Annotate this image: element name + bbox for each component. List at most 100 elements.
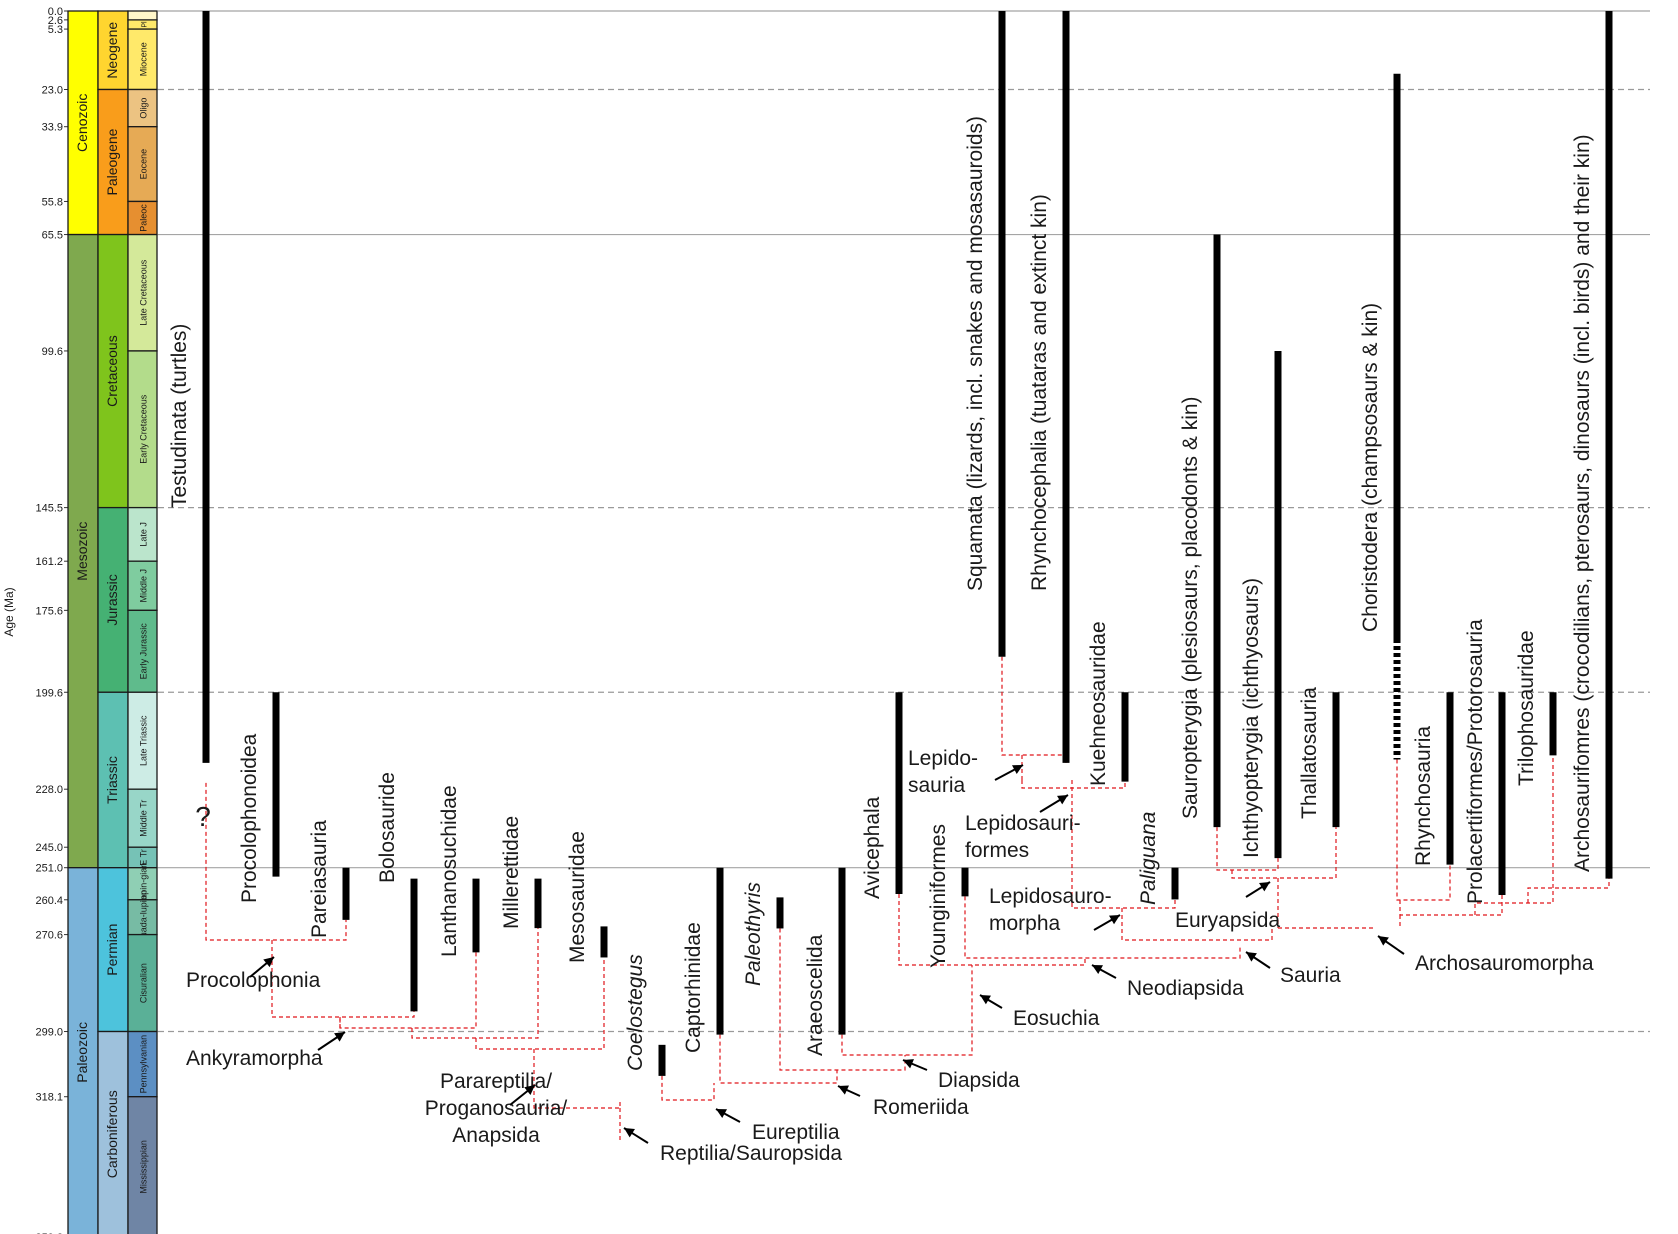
tick-label: 175.6 xyxy=(35,605,63,617)
era-cell xyxy=(67,233,99,869)
taxon-label-ichthyopterygia-ichthyosaurs: Ichthyopterygia (ichthyosaurs) xyxy=(1240,578,1263,858)
tick-label: 0.0 xyxy=(48,6,63,18)
taxon-label-sauropterygia-plesiosaurs-placodonts-kin: Sauropterygia (plesiosaurs, placodonts &… xyxy=(1179,396,1202,819)
taxon-label-millerettidae: Millerettidae xyxy=(500,816,523,929)
node-label-line: Lepido- xyxy=(908,747,978,770)
node-diapsida: Diapsida xyxy=(902,1059,1020,1092)
tick-label: 251.0 xyxy=(35,863,63,875)
node-arrowhead xyxy=(980,995,991,1005)
branch-line xyxy=(1021,780,1126,789)
branch-line xyxy=(779,928,906,1071)
taxon-label-testudinata-turtles: Testudinata (turtles) xyxy=(168,324,191,508)
node-arrowhead xyxy=(263,957,274,968)
branch-line xyxy=(271,940,415,1018)
epoch-label: Miocene xyxy=(139,42,149,76)
node-sauria: Sauria xyxy=(1245,951,1341,987)
taxon-label-araeoscelida: Araeoscelida xyxy=(804,934,827,1056)
node-arrowhead xyxy=(1109,915,1120,925)
node-label-line: Diapsida xyxy=(938,1069,1020,1092)
branch-line xyxy=(411,928,539,1039)
node-arrowhead xyxy=(1012,765,1023,775)
node-lepidosauromorpha: Lepidosauro-morpha xyxy=(989,885,1121,935)
tick-label: 23.0 xyxy=(42,85,63,97)
node-ankyramorpha: Ankyramorpha xyxy=(186,1031,346,1070)
node-arrowhead xyxy=(624,1128,635,1138)
era-cell xyxy=(67,10,99,236)
taxon-label-prolacertiformes-protorosauria: Prolacertiformes/Protorosauria xyxy=(1464,619,1487,904)
tick-label: 260.4 xyxy=(35,895,63,907)
node-lepidosauria: Lepido-sauria xyxy=(908,747,1024,797)
node-label-line: sauria xyxy=(908,774,966,797)
taxon-label-thallatosauria: Thallatosauria xyxy=(1298,687,1321,819)
era-cell xyxy=(67,867,99,1234)
node-arrowhead xyxy=(716,1109,727,1119)
tick-label: 65.5 xyxy=(42,230,63,242)
tick-label: 33.9 xyxy=(42,122,63,134)
epoch-label: Early Jurassic xyxy=(139,623,149,680)
node-label-line: Archosauromorpha xyxy=(1415,952,1594,975)
tick-label: 359.2 xyxy=(35,1232,63,1234)
period-cell xyxy=(97,691,129,869)
period-label: Triassic xyxy=(104,756,120,804)
branch-line xyxy=(964,896,1241,959)
epoch-cell xyxy=(127,10,158,21)
period-cell xyxy=(97,88,129,236)
epoch-label: E Tr xyxy=(139,849,149,866)
taxon-label-kuehneosauridae: Kuehneosauridae xyxy=(1087,621,1110,786)
tick-label: 228.0 xyxy=(35,784,63,796)
tick-label: 145.5 xyxy=(35,503,63,515)
period-label: Paleogene xyxy=(104,128,120,195)
y-axis-title: Age (Ma) xyxy=(2,587,16,636)
epoch-cell xyxy=(127,788,158,848)
branch-line xyxy=(898,893,1086,966)
branch-line xyxy=(1216,827,1279,871)
node-arrowhead xyxy=(903,1059,914,1069)
node-label-line: morpha xyxy=(989,912,1061,935)
node-arrowhead xyxy=(1246,952,1257,962)
taxon-label-avicephala: Avicephala xyxy=(861,796,884,899)
tick-label: 55.8 xyxy=(42,196,63,208)
taxon-label-paliguana: Paliguana xyxy=(1137,812,1160,905)
epoch-label: Late Cretaceous xyxy=(139,259,149,326)
epoch-label: Late Triassic xyxy=(139,715,149,766)
node-reptilia-sauropsida: Reptilia/Sauropsida xyxy=(623,1127,842,1165)
branch-line xyxy=(339,952,477,1029)
node-label-line: Anapsida xyxy=(452,1124,540,1147)
tick-label: 299.0 xyxy=(35,1027,63,1039)
node-eosuchia: Eosuchia xyxy=(979,994,1100,1030)
tick-label: 318.1 xyxy=(35,1092,63,1104)
epoch-cell xyxy=(127,1096,158,1234)
era-label: Paleozoic xyxy=(74,1022,90,1083)
epoch-cell xyxy=(127,350,158,509)
taxon-ranges xyxy=(202,11,1613,1076)
branch-line xyxy=(1396,759,1451,901)
period-label: Carboniferous xyxy=(104,1090,120,1178)
epoch-label: Pl xyxy=(142,21,149,28)
node-procolophonia: Procolophonia xyxy=(186,956,321,992)
node-arrowhead xyxy=(1259,882,1270,892)
epoch-label: Mississippian xyxy=(139,1140,149,1194)
epoch-label: Middle Tr xyxy=(139,800,149,837)
node-label-line: Lepidosauro- xyxy=(989,885,1112,908)
epoch-label: Eocene xyxy=(139,149,149,180)
node-label-line: Procolophonia xyxy=(186,969,321,992)
taxon-label-pareiasauria: Pareiasauria xyxy=(308,820,331,938)
branch-line xyxy=(205,782,347,941)
taxon-labels: Testudinata (turtles) Procolophonoidea Par… xyxy=(168,116,1594,1071)
epoch-cell xyxy=(127,691,158,790)
taxon-label-choristodera-champsosaurs-kin: Choristodera (champsosaurs & kin) xyxy=(1359,303,1382,632)
branch-line xyxy=(661,1075,715,1101)
node-label-line: Euryapsida xyxy=(1175,909,1280,932)
taxon-label-trilophosauridae: Trilophosauridae xyxy=(1515,630,1538,786)
node-arrowhead xyxy=(524,1085,535,1096)
node-arrowhead xyxy=(1057,795,1068,805)
node-label-line: Romeriida xyxy=(873,1096,969,1119)
node-arrowhead xyxy=(838,1085,849,1095)
branch-line xyxy=(1527,878,1610,903)
epoch-label: Paleoc xyxy=(139,204,149,232)
node-label-line: Eureptilia xyxy=(752,1121,840,1144)
epoch-label: Late J xyxy=(139,522,149,547)
node-label-line: Reptilia/Sauropsida xyxy=(660,1142,842,1165)
